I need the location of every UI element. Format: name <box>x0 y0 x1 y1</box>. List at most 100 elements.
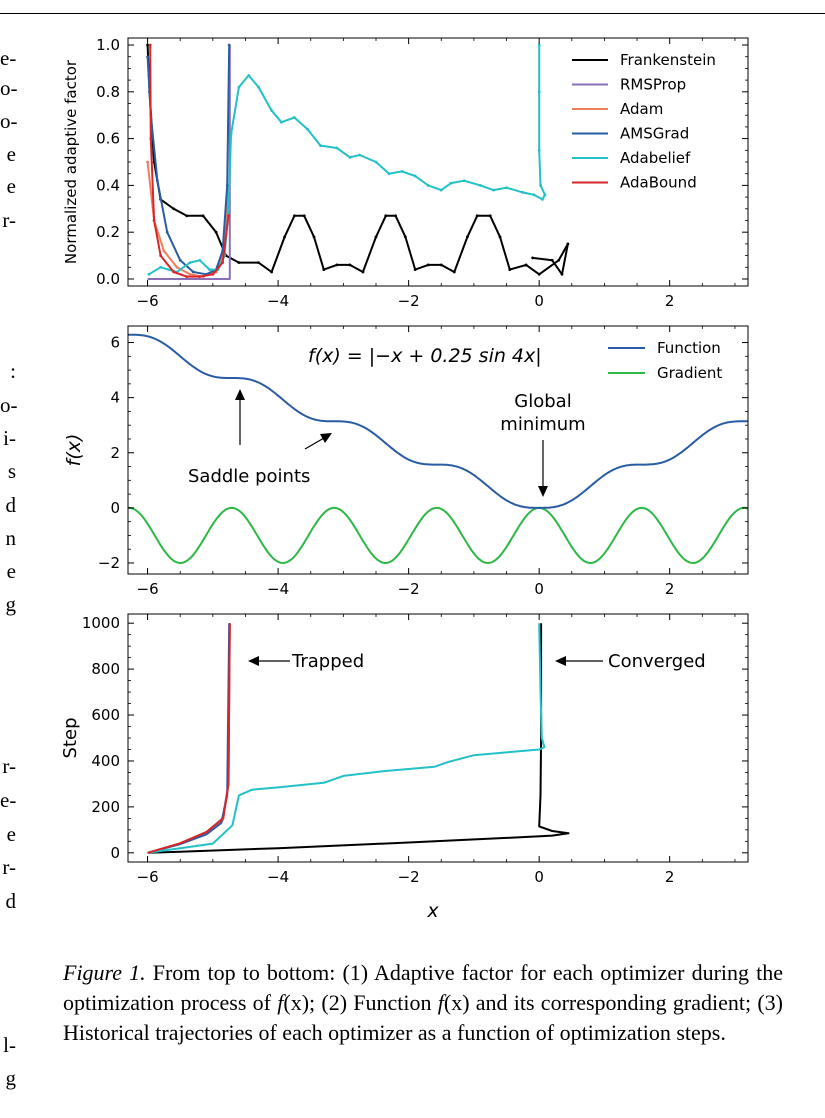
series-adabelief-line-marker <box>247 74 251 77</box>
series-adabelief-line-marker <box>537 90 541 94</box>
series-amsgrad-line-marker <box>165 230 169 234</box>
legend-frankenstein-label: Frankenstein <box>620 51 716 69</box>
plot-frame <box>127 325 749 575</box>
y-tick-label: 0.8 <box>96 83 120 101</box>
series-adabelief-line-marker <box>374 160 378 164</box>
series-frankenstein-line-marker <box>361 270 365 274</box>
series-adam-line-marker <box>175 265 179 269</box>
series-frankenstein-line-marker <box>537 272 541 276</box>
legend-function-label: Function <box>657 339 721 357</box>
series-adabound-line-marker <box>198 275 202 279</box>
x-tick-label: 2 <box>665 580 675 598</box>
series-frankenstein-line-marker <box>465 235 469 239</box>
series-adabelief-line-marker <box>543 193 547 197</box>
margin-fragment: g <box>5 1066 17 1090</box>
series-gradient-line <box>128 506 748 564</box>
y-tick-label: 0.6 <box>96 130 120 148</box>
series-adabound-line-marker <box>149 137 153 141</box>
series-adabelief-line-marker <box>348 155 352 159</box>
margin-fragment: n <box>5 526 17 550</box>
x-tick-label: −6 <box>137 868 159 886</box>
series-frankenstein-line-marker <box>566 242 570 246</box>
series-adabound-line <box>147 623 231 854</box>
series-adabelief-line-marker <box>449 181 453 185</box>
y-tick-label: 4 <box>110 389 120 407</box>
series-frankenstein-line-marker <box>498 235 502 239</box>
series-frankenstein-line-marker <box>270 270 273 274</box>
series-adabelief-line-marker <box>147 272 151 276</box>
series-adabelief-line-marker <box>237 85 241 89</box>
series-adabelief-line-marker <box>198 258 202 262</box>
series-adabelief-line-marker <box>541 198 544 201</box>
caption-part1: From top to bottom: (1) Adaptive factor … <box>63 960 783 1015</box>
series-frankenstein-line-marker <box>531 256 535 260</box>
x-tick-label: −2 <box>398 580 420 598</box>
series-adabound-line-marker <box>221 261 225 265</box>
legend-gradient-label: Gradient <box>657 364 722 382</box>
adaptive-factor-panel: −6 −4 −2 0 2 0.0 0.2 0.4 0.6 0.8 1.0 Normalized ada… <box>62 36 749 310</box>
x-tick-label: 0 <box>534 868 544 886</box>
series-adam-line-marker <box>188 272 192 276</box>
y-tick-label: 0.4 <box>96 176 120 194</box>
y-tick-label: 200 <box>91 798 120 816</box>
saddle-arrowhead-1 <box>235 389 245 400</box>
global-minimum-annotation-line2: minimum <box>500 414 585 435</box>
series-adabelief-line-marker <box>537 43 541 47</box>
global-minimum-arrowhead <box>538 486 548 497</box>
series-adabound-line-marker <box>148 43 152 47</box>
margin-fragment: e- <box>0 46 17 70</box>
y-tick-label: 800 <box>91 660 120 678</box>
series-adabelief-line-marker <box>229 132 233 136</box>
series-frankenstein-line-marker <box>335 263 339 267</box>
series-adam-line <box>146 161 230 278</box>
series-adabelief-line-marker <box>521 191 525 194</box>
margin-fragment: r- <box>2 754 16 778</box>
series-frankenstein-line-marker <box>257 261 260 265</box>
series-adabound-line <box>149 44 230 278</box>
x-tick-label: −6 <box>137 292 159 310</box>
x-tick-label: −4 <box>267 292 289 310</box>
series-frankenstein-line-marker <box>439 263 443 267</box>
series-adam-line-marker <box>146 160 149 164</box>
series-function-line <box>128 333 748 509</box>
series-frankenstein-line-marker <box>283 235 287 239</box>
series-amsgrad-line-marker <box>191 270 195 274</box>
series-frankenstein-line-marker <box>413 268 417 272</box>
series-frankenstein-line-marker <box>293 214 296 218</box>
trapped-arrowhead <box>248 656 259 666</box>
series-adabelief-line-marker <box>188 261 192 265</box>
x-axis-label: x <box>426 900 439 922</box>
series-frankenstein-line-marker <box>508 268 512 272</box>
plot-frame <box>127 613 749 863</box>
series-adabelief-line-marker <box>387 172 391 176</box>
margin-fragment: o- <box>0 393 18 417</box>
series-adam-line <box>147 623 231 854</box>
top-rule <box>0 13 825 14</box>
series-adabound-line-marker <box>152 219 156 222</box>
series-adabound-line-marker <box>159 254 163 257</box>
y-tick-label: 6 <box>110 334 120 352</box>
margin-fragment: g <box>5 592 17 616</box>
series-frankenstein-line-marker <box>488 214 492 218</box>
margin-fragment: e <box>6 822 16 846</box>
series-adabelief-line-marker <box>293 116 296 119</box>
series-adabelief-line-marker <box>532 193 536 197</box>
series-adabelief-line-marker <box>306 127 309 131</box>
x-tick-label: −2 <box>398 292 420 310</box>
series-adabelief-line-marker <box>227 207 230 211</box>
y-tick-label: 600 <box>91 706 120 724</box>
series-amsgrad-line-marker <box>225 183 229 187</box>
series-adabelief-line-marker <box>492 188 495 192</box>
series-frankenstein-line-marker <box>237 261 241 265</box>
figure-caption: Figure 1. From top to bottom: (1) Adapti… <box>63 958 783 1048</box>
series-adabelief-line-marker <box>257 85 260 89</box>
x-tick-label: 0 <box>534 580 544 598</box>
series-frankenstein-line-marker <box>452 270 456 274</box>
series-frankenstein-line <box>147 623 570 854</box>
x-tick-label: 2 <box>665 868 675 886</box>
x-tick-label: 0 <box>534 292 544 310</box>
series-adabelief-line <box>147 623 546 854</box>
series-frankenstein-line-marker <box>185 214 189 218</box>
series-adabelief-line-marker <box>439 188 443 192</box>
series-frankenstein-line-marker <box>374 235 378 239</box>
